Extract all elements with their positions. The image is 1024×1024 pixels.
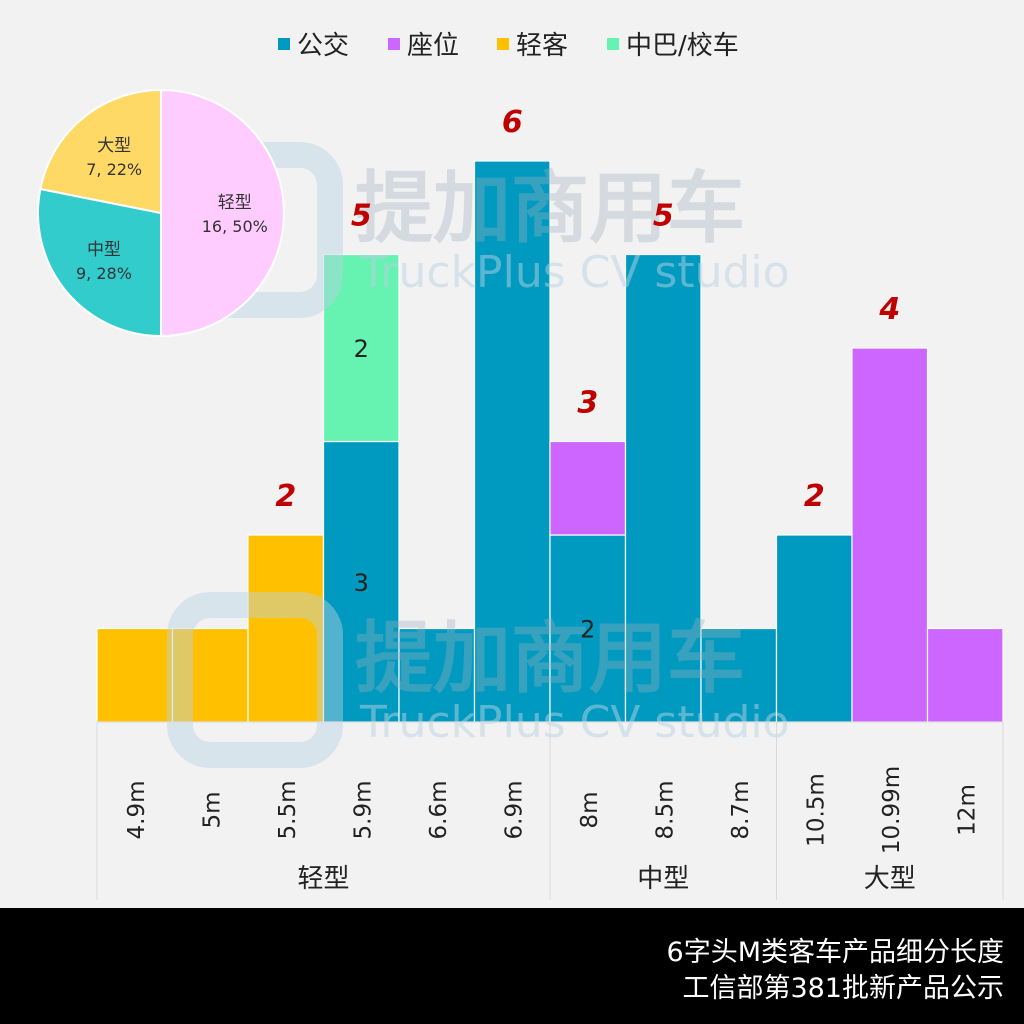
x-tick-label: 12m — [954, 784, 980, 836]
x-tick-label: 10.5m — [803, 773, 829, 847]
bar-6.9m-公交 — [473, 160, 551, 723]
footer-title: 6字头M类客车产品细分长度 — [666, 937, 1004, 968]
bar-4.9m-轻客 — [96, 627, 174, 723]
total-label: 6 — [502, 105, 523, 140]
legend-swatch — [497, 38, 509, 50]
legend-label: 座位 — [407, 31, 459, 61]
x-tick-label: 5.9m — [350, 781, 376, 840]
bar-12m-座位 — [926, 627, 1004, 723]
total-label: 5 — [351, 199, 372, 234]
bar-8.7m-公交 — [700, 627, 778, 723]
bar-8m-座位 — [549, 440, 627, 536]
pie-value-label: 7, 22% — [86, 160, 142, 179]
group-label: 大型 — [864, 864, 916, 894]
total-label: 2 — [804, 479, 825, 514]
x-tick-label: 10.99m — [879, 766, 905, 854]
pie-label: 轻型 — [218, 193, 252, 213]
bar-10.99m-座位 — [851, 347, 929, 723]
bar-6.6m-公交 — [398, 627, 476, 723]
x-tick-label: 6.6m — [426, 781, 452, 840]
bar-5m-轻客 — [171, 627, 249, 723]
bar-5.5m-轻客 — [247, 534, 325, 723]
pie-slice-大型 — [39, 88, 162, 215]
segment-label: 3 — [354, 569, 369, 597]
total-label: 5 — [653, 199, 674, 234]
legend-swatch — [278, 38, 290, 50]
segment-label: 2 — [580, 616, 595, 644]
bar-5.9m-中巴/校车 — [322, 253, 400, 443]
legend-label: 公交 — [297, 31, 349, 61]
legend-label: 轻客 — [516, 31, 568, 61]
x-tick-label: 5.5m — [275, 781, 301, 840]
pie-label: 中型 — [87, 240, 121, 260]
watermark-text: 提加商用车 — [355, 164, 745, 254]
pie-value-label: 16, 50% — [202, 217, 268, 236]
bar-8m-公交 — [549, 534, 627, 723]
pie-slice-中型 — [37, 187, 162, 338]
x-tick-label: 8.5m — [652, 781, 678, 840]
bar-5.9m-公交 — [322, 440, 400, 723]
footer-subtitle: 工信部第381批新产品公示 — [682, 973, 1004, 1004]
x-tick-label: 5m — [199, 791, 225, 828]
group-label: 轻型 — [297, 864, 349, 894]
segment-label: 2 — [354, 335, 369, 363]
pie-slice-轻型 — [160, 88, 285, 338]
pie-label: 大型 — [97, 136, 131, 156]
legend-label: 中巴/校车 — [626, 31, 739, 61]
footer: 6字头M类客车产品细分长度 工信部第381批新产品公示 — [0, 908, 1024, 1024]
group-label: 中型 — [637, 864, 689, 894]
legend-swatch — [607, 38, 619, 50]
x-tick-label: 8.7m — [728, 781, 754, 840]
total-label: 2 — [275, 479, 296, 514]
pie-value-label: 9, 28% — [76, 264, 132, 283]
watermark-text: 提加商用车 — [355, 614, 745, 704]
x-tick-label: 8m — [577, 791, 603, 828]
watermark-logo-icon — [167, 592, 343, 768]
x-tick-label: 6.9m — [501, 781, 527, 840]
total-label: 3 — [577, 386, 598, 421]
legend-swatch — [388, 38, 400, 50]
bar-10.5m-公交 — [775, 534, 853, 723]
total-label: 4 — [878, 292, 900, 327]
watermark-subtext: TruckPlus CV studio — [359, 247, 790, 298]
x-tick-label: 4.9m — [124, 781, 150, 840]
